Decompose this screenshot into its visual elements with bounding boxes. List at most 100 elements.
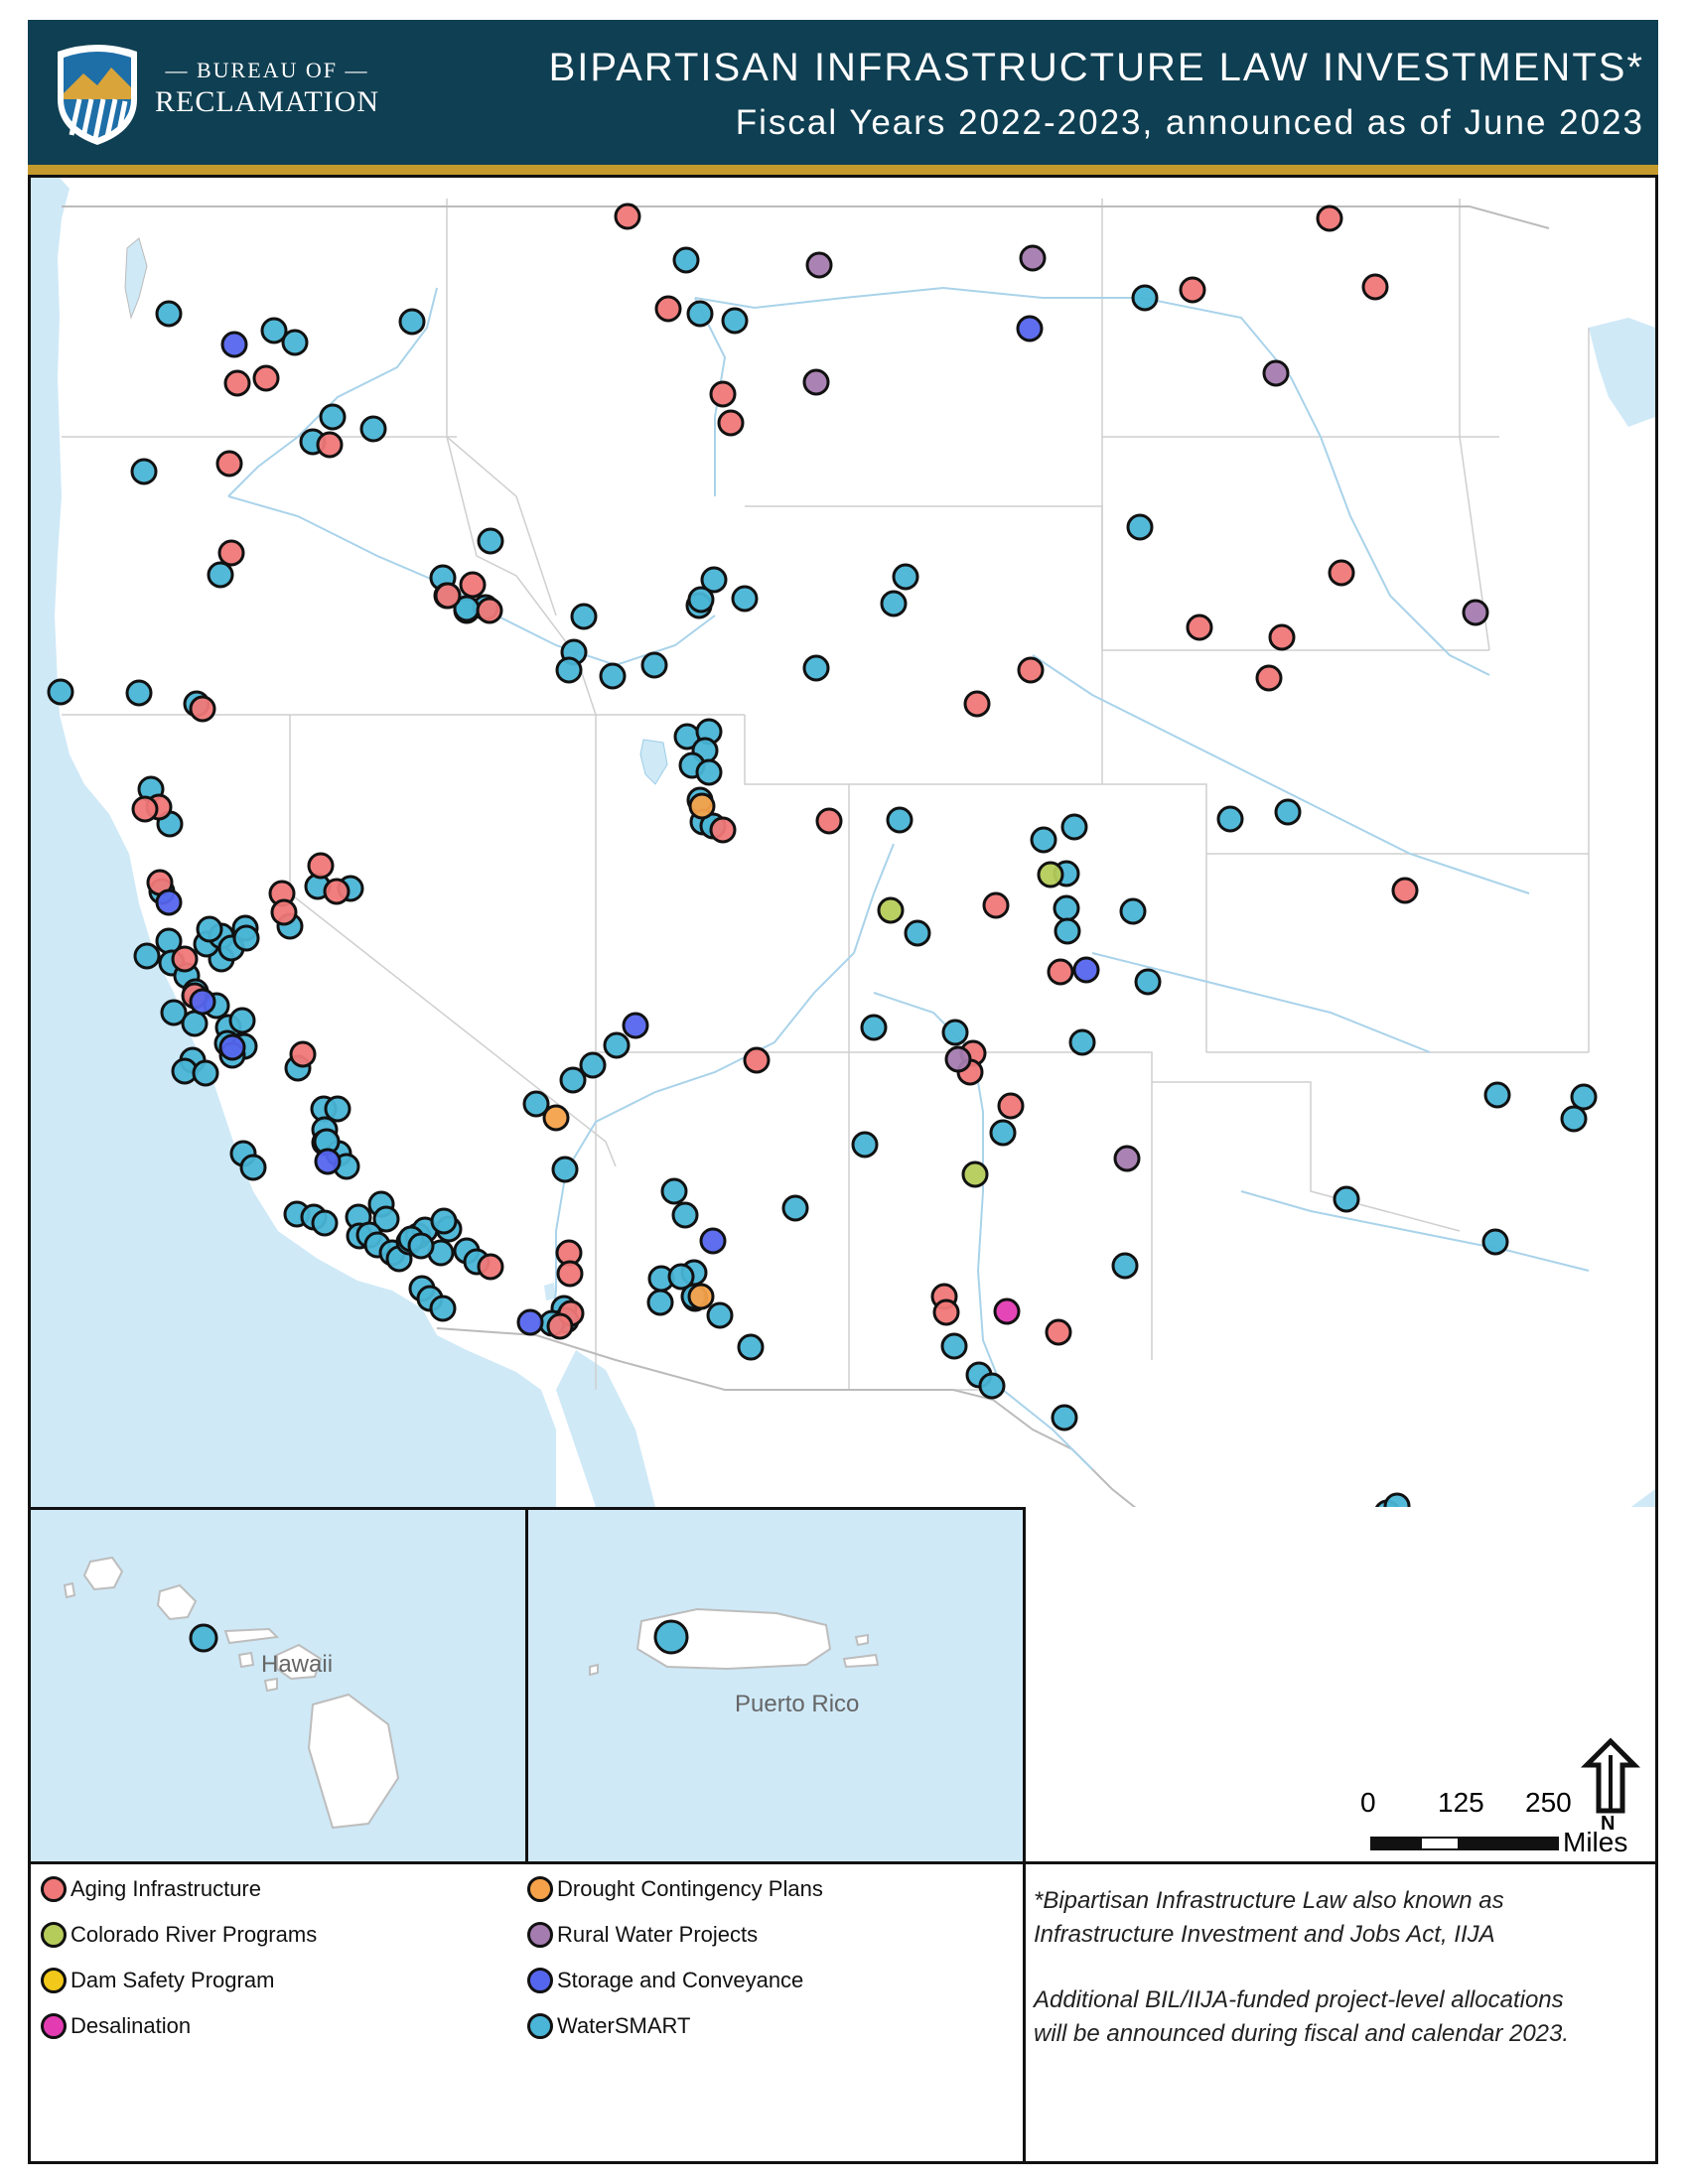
aging-infrastructure-marker[interactable]: [1328, 559, 1355, 587]
watersmart-marker[interactable]: [940, 1332, 968, 1360]
watersmart-marker[interactable]: [260, 317, 288, 344]
watersmart-marker[interactable]: [700, 566, 728, 594]
watersmart-marker[interactable]: [522, 1090, 550, 1118]
colorado-river-programs-marker[interactable]: [1037, 861, 1064, 888]
watersmart-marker[interactable]: [192, 1059, 219, 1087]
aging-infrastructure-marker[interactable]: [323, 878, 351, 905]
aging-infrastructure-marker[interactable]: [614, 203, 641, 230]
watersmart-marker[interactable]: [160, 999, 188, 1026]
watersmart-marker[interactable]: [372, 1205, 400, 1233]
drought-contingency-plans-marker[interactable]: [542, 1104, 570, 1132]
drought-contingency-plans-marker[interactable]: [687, 1283, 715, 1310]
watersmart-marker[interactable]: [1131, 284, 1159, 312]
watersmart-marker[interactable]: [1054, 917, 1081, 945]
aging-infrastructure-marker[interactable]: [1255, 664, 1283, 692]
watersmart-marker[interactable]: [189, 1623, 218, 1653]
rural-water-projects-marker[interactable]: [805, 251, 833, 279]
watersmart-marker[interactable]: [880, 590, 908, 617]
aging-infrastructure-marker[interactable]: [252, 364, 280, 392]
colorado-river-programs-marker[interactable]: [877, 896, 905, 924]
aging-infrastructure-marker[interactable]: [215, 450, 243, 478]
aging-infrastructure-marker[interactable]: [709, 816, 737, 844]
watersmart-marker[interactable]: [1274, 798, 1302, 826]
watersmart-marker[interactable]: [324, 1095, 352, 1123]
storage-and-conveyance-marker[interactable]: [220, 331, 248, 358]
watersmart-marker[interactable]: [555, 656, 583, 684]
aging-infrastructure-marker[interactable]: [1017, 656, 1045, 684]
aging-infrastructure-marker[interactable]: [307, 852, 335, 880]
watersmart-marker[interactable]: [1060, 813, 1088, 841]
aging-infrastructure-marker[interactable]: [743, 1046, 771, 1074]
aging-infrastructure-marker[interactable]: [1361, 273, 1389, 301]
watersmart-marker[interactable]: [989, 1119, 1017, 1147]
watersmart-marker[interactable]: [359, 415, 387, 443]
colorado-river-programs-marker[interactable]: [961, 1160, 989, 1188]
aging-infrastructure-marker[interactable]: [1047, 958, 1074, 986]
aging-infrastructure-marker[interactable]: [1186, 614, 1213, 641]
watersmart-marker[interactable]: [851, 1131, 879, 1159]
aging-infrastructure-marker[interactable]: [546, 1312, 574, 1340]
aging-infrastructure-marker[interactable]: [1045, 1318, 1072, 1346]
aging-infrastructure-marker[interactable]: [476, 597, 503, 624]
aging-infrastructure-marker[interactable]: [289, 1040, 317, 1068]
aging-infrastructure-marker[interactable]: [217, 539, 245, 567]
rural-water-projects-marker[interactable]: [1019, 244, 1047, 272]
watersmart-marker[interactable]: [1216, 805, 1244, 833]
watersmart-marker[interactable]: [687, 586, 715, 614]
watersmart-marker[interactable]: [1111, 1252, 1139, 1280]
watersmart-marker[interactable]: [667, 1263, 695, 1291]
watersmart-marker[interactable]: [559, 1066, 587, 1094]
watersmart-marker[interactable]: [551, 1156, 579, 1183]
watersmart-marker[interactable]: [1570, 1083, 1598, 1111]
watersmart-marker[interactable]: [1053, 894, 1080, 922]
watersmart-marker[interactable]: [1383, 1492, 1411, 1507]
watersmart-marker[interactable]: [570, 603, 598, 630]
storage-and-conveyance-marker[interactable]: [218, 1033, 246, 1061]
storage-and-conveyance-marker[interactable]: [1016, 315, 1044, 342]
aging-infrastructure-marker[interactable]: [1179, 276, 1206, 304]
watersmart-marker[interactable]: [1068, 1028, 1096, 1056]
watersmart-marker[interactable]: [430, 1207, 458, 1235]
watersmart-marker[interactable]: [281, 329, 309, 356]
aging-infrastructure-marker[interactable]: [963, 690, 991, 718]
rural-water-projects-marker[interactable]: [1113, 1145, 1141, 1172]
rural-water-projects-marker[interactable]: [1462, 599, 1489, 626]
storage-and-conveyance-marker[interactable]: [189, 988, 216, 1016]
storage-and-conveyance-marker[interactable]: [155, 888, 183, 916]
watersmart-marker[interactable]: [319, 403, 347, 431]
watersmart-marker[interactable]: [886, 806, 914, 834]
watersmart-marker[interactable]: [1483, 1081, 1511, 1109]
watersmart-marker[interactable]: [239, 1154, 267, 1181]
watersmart-marker[interactable]: [181, 1010, 209, 1037]
watersmart-marker[interactable]: [232, 924, 260, 952]
watersmart-marker[interactable]: [228, 1007, 256, 1034]
watersmart-marker[interactable]: [660, 1177, 688, 1205]
watersmart-marker[interactable]: [695, 758, 723, 786]
watersmart-marker[interactable]: [1560, 1105, 1588, 1133]
aging-infrastructure-marker[interactable]: [932, 1298, 960, 1326]
watersmart-marker[interactable]: [671, 1201, 699, 1229]
watersmart-marker[interactable]: [599, 662, 627, 690]
aging-infrastructure-marker[interactable]: [270, 898, 298, 926]
storage-and-conveyance-marker[interactable]: [314, 1148, 342, 1175]
watersmart-marker[interactable]: [904, 919, 931, 947]
watersmart-marker[interactable]: [47, 678, 74, 706]
watersmart-marker[interactable]: [429, 1295, 457, 1322]
watersmart-marker[interactable]: [978, 1372, 1006, 1400]
watersmart-marker[interactable]: [686, 300, 714, 328]
storage-and-conveyance-marker[interactable]: [622, 1012, 649, 1039]
watersmart-marker[interactable]: [706, 1301, 734, 1329]
aging-infrastructure-marker[interactable]: [997, 1092, 1025, 1120]
watersmart-marker[interactable]: [130, 458, 158, 485]
watersmart-marker[interactable]: [477, 527, 504, 555]
watersmart-marker[interactable]: [721, 307, 749, 335]
aging-infrastructure-marker[interactable]: [316, 431, 344, 459]
watersmart-marker[interactable]: [781, 1194, 809, 1222]
watersmart-marker[interactable]: [207, 561, 234, 589]
watersmart-marker[interactable]: [653, 1619, 689, 1655]
storage-and-conveyance-marker[interactable]: [699, 1227, 727, 1255]
aging-infrastructure-marker[interactable]: [982, 891, 1010, 919]
aging-infrastructure-marker[interactable]: [556, 1260, 584, 1288]
rural-water-projects-marker[interactable]: [944, 1045, 972, 1073]
watersmart-marker[interactable]: [196, 915, 223, 943]
